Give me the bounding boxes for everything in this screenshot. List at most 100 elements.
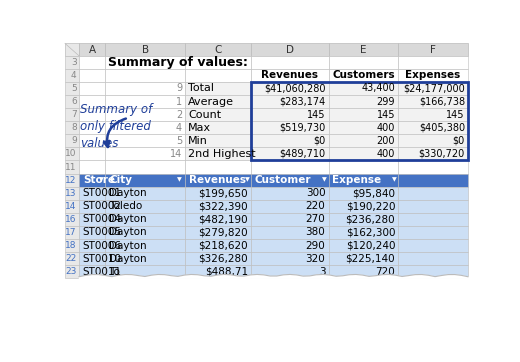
Bar (329, 108, 398, 121)
Bar (251, 43, 329, 56)
Bar (251, 200, 329, 213)
Text: Average: Average (188, 97, 234, 106)
Bar (398, 213, 468, 226)
Bar (106, 43, 185, 56)
Bar (65, 56, 79, 69)
Bar (251, 265, 329, 278)
Bar (185, 252, 251, 265)
Bar (329, 69, 398, 82)
Text: $482,190: $482,190 (198, 214, 248, 224)
Bar (398, 200, 468, 213)
Bar (398, 69, 468, 82)
Text: Count: Count (188, 110, 222, 120)
Bar (251, 147, 329, 160)
Text: E: E (360, 45, 367, 55)
Text: 13: 13 (65, 189, 76, 198)
Bar (65, 173, 79, 187)
Text: 22: 22 (66, 254, 76, 263)
Bar (329, 56, 398, 69)
Bar (65, 43, 79, 56)
Bar (185, 200, 251, 213)
Bar (79, 265, 106, 278)
Text: Customer: Customer (255, 175, 311, 185)
Bar (329, 82, 398, 95)
Bar (398, 173, 468, 187)
Text: ST0004: ST0004 (83, 214, 122, 224)
Bar (185, 173, 251, 187)
Bar (79, 160, 106, 173)
Text: 43,400: 43,400 (361, 84, 395, 93)
Text: $24,177,000: $24,177,000 (403, 84, 465, 93)
Bar (65, 121, 79, 134)
Text: $322,390: $322,390 (198, 201, 248, 211)
Text: $225,140: $225,140 (345, 254, 395, 264)
Bar (185, 213, 251, 226)
Bar (79, 69, 106, 82)
Bar (398, 226, 468, 239)
Text: Min: Min (188, 136, 208, 146)
Bar (329, 239, 398, 252)
Text: 17: 17 (65, 228, 76, 237)
Bar (251, 239, 329, 252)
Text: 3: 3 (71, 58, 76, 67)
Bar (65, 160, 79, 173)
Text: 145: 145 (446, 110, 465, 120)
Bar (185, 69, 251, 82)
Bar (79, 82, 106, 95)
Bar (251, 82, 468, 160)
Bar (185, 82, 251, 95)
Bar (106, 265, 185, 278)
Bar (79, 200, 106, 213)
Text: D: D (286, 45, 294, 55)
Bar (79, 239, 106, 252)
Bar (251, 134, 329, 147)
Bar (106, 108, 185, 121)
Bar (65, 95, 79, 108)
Bar (79, 95, 106, 108)
Bar (329, 121, 398, 134)
Bar (106, 95, 185, 108)
Bar (185, 56, 251, 69)
Text: $236,280: $236,280 (345, 214, 395, 224)
Text: 7: 7 (71, 110, 76, 119)
Text: $166,738: $166,738 (419, 97, 465, 106)
Text: Revenues: Revenues (189, 175, 246, 185)
Text: $199,650: $199,650 (198, 188, 248, 198)
Text: $41,060,280: $41,060,280 (264, 84, 326, 93)
Bar (329, 252, 398, 265)
Text: 9: 9 (71, 136, 76, 146)
Text: 10: 10 (65, 150, 76, 159)
Bar (185, 121, 251, 134)
Bar (65, 265, 79, 278)
Bar (329, 226, 398, 239)
Bar (329, 265, 398, 278)
Text: $283,174: $283,174 (279, 97, 326, 106)
Bar (106, 213, 185, 226)
Text: ST0011: ST0011 (83, 267, 122, 277)
Bar (106, 69, 185, 82)
Text: 300: 300 (306, 188, 326, 198)
Bar (65, 82, 79, 95)
Bar (329, 134, 398, 147)
Bar (106, 173, 185, 187)
Bar (79, 213, 106, 226)
Text: Dayton: Dayton (109, 227, 147, 237)
Bar (251, 121, 329, 134)
Bar (329, 187, 398, 200)
Text: 14: 14 (170, 149, 182, 159)
Text: $279,820: $279,820 (198, 227, 248, 237)
Text: 14: 14 (65, 202, 76, 211)
Bar (329, 160, 398, 173)
Text: Dayton: Dayton (109, 254, 147, 264)
Bar (398, 95, 468, 108)
Bar (185, 265, 251, 278)
Text: Summary of
only filtered
values: Summary of only filtered values (81, 103, 153, 150)
Text: 11: 11 (65, 163, 76, 172)
Text: Dayton: Dayton (109, 241, 147, 251)
Text: ▼: ▼ (177, 178, 182, 182)
Bar (185, 95, 251, 108)
Text: $218,620: $218,620 (198, 241, 248, 251)
Bar (79, 187, 106, 200)
Text: 9: 9 (176, 84, 182, 93)
Bar (65, 147, 79, 160)
